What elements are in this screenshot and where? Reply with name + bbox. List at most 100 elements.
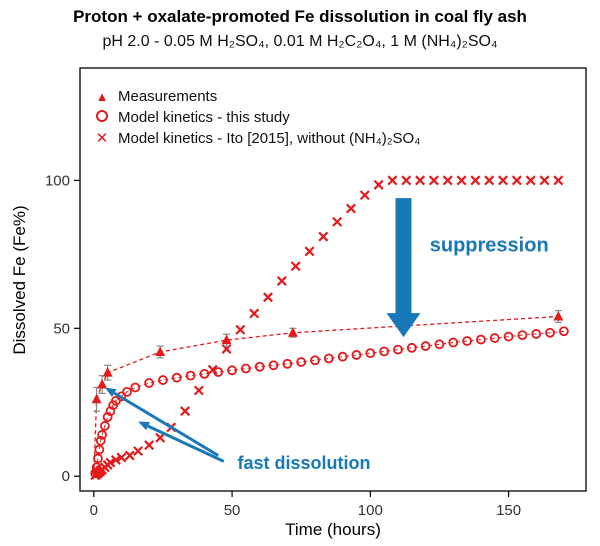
x-tick-label: 0 [90, 502, 98, 519]
x-tick-label: 100 [358, 502, 383, 519]
circle-marker [99, 421, 110, 431]
circle-marker [296, 357, 307, 367]
legend-label-model-this-study: Model kinetics - this study [118, 109, 290, 126]
circle-marker [94, 444, 105, 455]
x-marker [428, 175, 439, 186]
circle-marker [448, 337, 459, 348]
x-marker [498, 175, 509, 186]
x-marker [155, 432, 166, 443]
x-marker [525, 175, 536, 186]
y-axis-label: Dissolved Fe (Fe%) [10, 205, 29, 355]
x-marker [193, 385, 204, 396]
arrow-suppression-arrow [386, 198, 421, 338]
circle-marker [227, 365, 237, 376]
circle-marker [545, 327, 555, 338]
circle-marker [351, 350, 362, 360]
circle-marker [282, 358, 293, 369]
legend-item-model-ito: ✕ Model kinetics - Ito [2015], without (… [92, 128, 421, 149]
x-marker [249, 308, 260, 319]
circle-marker [489, 333, 500, 343]
circle-marker [379, 346, 390, 357]
series-measurements [91, 309, 564, 477]
circle-marker [365, 348, 376, 359]
circle-marker [434, 339, 445, 350]
circle-marker [171, 372, 182, 383]
x-marker [373, 179, 384, 190]
x-marker [359, 190, 370, 201]
circle-marker [95, 435, 106, 446]
x-marker [387, 175, 398, 186]
triangle-marker [287, 327, 298, 337]
annotation-fast-dissolution: fast dissolution [237, 453, 370, 473]
x-tick-label: 50 [224, 502, 241, 519]
x-marker [553, 175, 564, 186]
x-marker [442, 175, 453, 186]
x-marker [511, 175, 522, 186]
triangle-marker [553, 310, 564, 321]
x-marker [290, 261, 301, 272]
triangle-marker [91, 393, 102, 404]
x-marker [105, 457, 116, 468]
chart-subtitle: pH 2.0 - 0.05 M H₂SO₄, 0.01 M H₂C₂O₄, 1 … [102, 33, 498, 50]
chart-title: Proton + oxalate-promoted Fe dissolution… [73, 7, 527, 26]
triangle-marker [221, 334, 232, 345]
open-circle-marker-icon [92, 109, 112, 126]
x-marker [304, 246, 315, 257]
x-marker [470, 175, 481, 186]
circle-marker [310, 355, 320, 366]
x-marker [401, 175, 412, 186]
x-marker [110, 454, 121, 465]
y-tick-label: 50 [53, 320, 70, 337]
legend-label-measurements: Measurements [118, 88, 218, 105]
circle-marker [254, 361, 265, 372]
circle-marker [185, 370, 196, 381]
circle-marker [517, 330, 528, 341]
x-marker [484, 175, 495, 186]
circle-marker [91, 462, 102, 473]
circle-marker [213, 367, 224, 377]
x-marker [415, 175, 426, 186]
circle-marker [199, 368, 210, 379]
circle-marker [531, 329, 542, 339]
x-marker [332, 216, 343, 227]
plot-panel [79, 67, 587, 492]
circle-marker [406, 342, 417, 353]
x-marker [318, 231, 329, 242]
circle-marker [144, 378, 155, 388]
x-marker [144, 440, 155, 451]
series-model-this-study [90, 326, 569, 479]
y-tick-label: 0 [62, 468, 70, 485]
x-marker [539, 175, 550, 186]
arrow-line-fast-dissolution-arrow-upper [113, 391, 220, 457]
circle-marker [158, 375, 168, 385]
circle-marker [268, 360, 279, 371]
circle-marker [241, 363, 251, 374]
circle-marker [558, 326, 569, 337]
circle-marker [97, 429, 108, 440]
legend-item-measurements: ▲ Measurements [92, 86, 420, 107]
legend: ▲ Measurements Model kinetics - this stu… [92, 86, 421, 149]
circle-marker [90, 468, 101, 479]
series-model-ito-2015 [90, 175, 564, 481]
x-marker-icon: ✕ [95, 130, 109, 147]
x-axis-label: Time (hours) [285, 520, 381, 539]
x-marker [116, 452, 127, 463]
y-tick-label: 100 [45, 172, 70, 189]
x-marker [345, 203, 356, 214]
x-marker [263, 292, 273, 303]
x-marker [235, 324, 246, 335]
circle-marker [476, 334, 486, 345]
legend-item-model-this-study: Model kinetics - this study [92, 107, 420, 128]
circle-marker [122, 387, 132, 397]
circle-marker [503, 331, 514, 342]
x-marker [276, 276, 287, 286]
legend-label-model-ito: Model kinetics - Ito [2015], without (NH… [118, 130, 421, 147]
triangle-marker [97, 379, 108, 389]
x-tick-label: 150 [496, 502, 521, 519]
arrow-head-fast-dissolution-arrow-upper [104, 387, 117, 397]
x-marker [133, 446, 144, 457]
circle-marker [393, 344, 403, 355]
x-marker [124, 450, 135, 461]
